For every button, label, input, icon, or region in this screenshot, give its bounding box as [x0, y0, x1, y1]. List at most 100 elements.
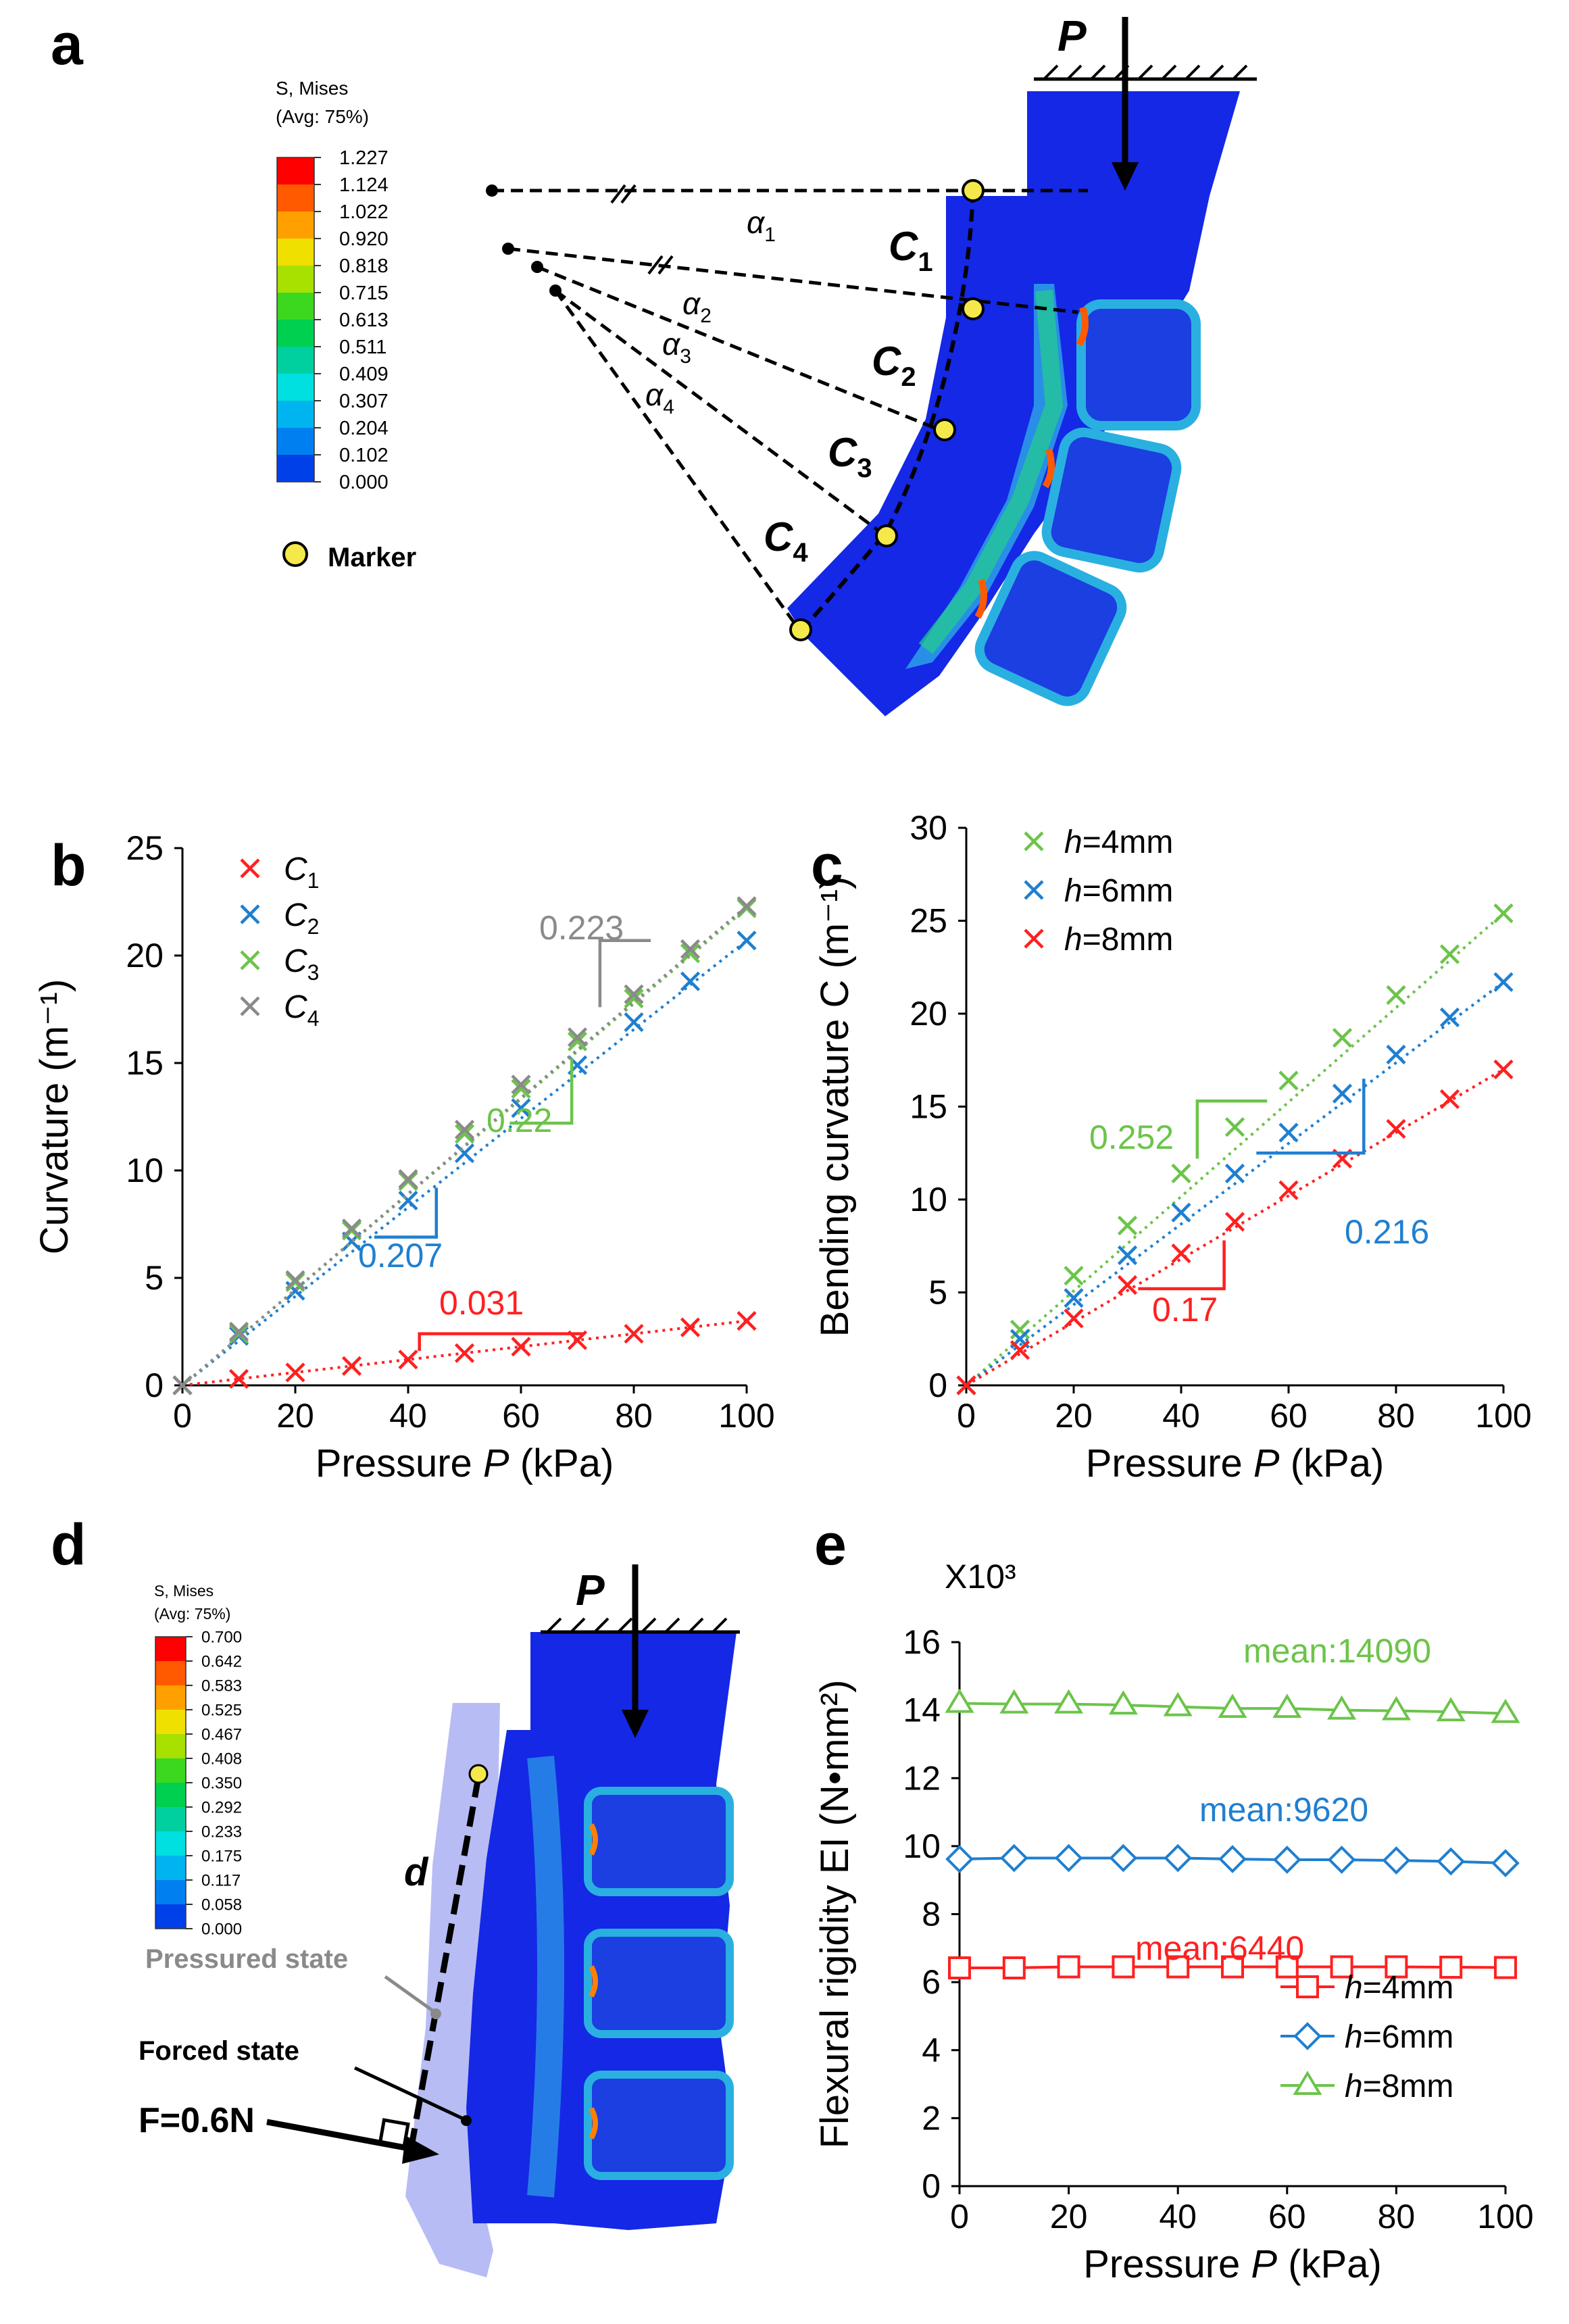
data-point	[1109, 1844, 1138, 1873]
data-point	[680, 1317, 701, 1337]
colorbar-subtitle-d: (Avg: 75%)	[154, 1605, 230, 1623]
data-point	[1221, 1955, 1244, 1979]
legend-marker	[240, 950, 260, 970]
data-point	[398, 1350, 418, 1370]
displacement-line	[409, 1777, 482, 2143]
colorbar-value: 0.000	[339, 472, 389, 493]
y-tick-label: 14	[903, 1691, 941, 1729]
slope-triangle	[1138, 1240, 1226, 1291]
panel-label-c: c	[811, 833, 843, 898]
data-point	[1117, 1215, 1138, 1236]
forced-state-label: Forced state	[139, 2036, 299, 2066]
x-tick-label: 100	[718, 1397, 774, 1435]
stress-peak-3	[974, 578, 987, 619]
data-point	[454, 1143, 475, 1164]
x-tick-label: 40	[389, 1397, 427, 1435]
y-axis-label: Flexural rigidity EI (N•mm²)	[813, 1680, 857, 2149]
data-point	[1164, 1844, 1193, 1873]
slope-triangle	[1195, 1099, 1268, 1159]
x-tick-label: 40	[1159, 2198, 1197, 2235]
data-point	[624, 1324, 644, 1344]
data-point	[1275, 1955, 1299, 1979]
data-point	[454, 1343, 475, 1363]
data-point	[511, 1074, 531, 1095]
data-point	[737, 931, 757, 951]
y-tick-label: 25	[126, 829, 164, 867]
y-tick-label: 20	[126, 937, 164, 974]
data-point	[680, 939, 701, 960]
equal-mark-2	[647, 255, 674, 275]
slope-label: 0.031	[439, 1284, 524, 1322]
data-point	[1117, 1275, 1138, 1295]
colorbar-swatch	[155, 1807, 186, 1831]
load-label-a: P	[1057, 11, 1087, 60]
colorbar-swatch	[277, 293, 314, 320]
x-tick-label: 100	[1477, 2198, 1533, 2235]
colorbar-value: 0.583	[201, 1677, 242, 1695]
data-point	[1117, 1245, 1138, 1266]
data-point	[567, 1027, 588, 1047]
data-point	[999, 1689, 1029, 1714]
legend-label: h=8mm	[1064, 922, 1173, 958]
data-point	[1054, 1689, 1084, 1714]
right-angle-mark	[378, 2118, 410, 2150]
data-point	[1293, 2022, 1322, 2050]
data-point	[511, 1098, 531, 1118]
load-arrow-head-d	[622, 1710, 649, 1738]
x-tick-label: 60	[1270, 1397, 1308, 1435]
panel-e: e 0 20 40 60 80 100 0 2 4 6 8 10 12 14 16 Pressure P (k…	[813, 1512, 1534, 2286]
force-label: F=0.6N	[139, 2101, 255, 2140]
forced-state-dot	[461, 2115, 472, 2126]
slope-triangle	[374, 1187, 438, 1239]
chamber-d-3	[584, 2071, 734, 2180]
data-point	[1330, 1955, 1353, 1979]
colorbar-value: 0.000	[201, 1920, 242, 1938]
x-tick-label: 40	[1162, 1397, 1200, 1435]
y-tick-label: 15	[910, 1088, 947, 1126]
colorbar-swatch	[155, 1734, 186, 1758]
curv-label-3: C3	[828, 430, 872, 483]
data-point	[341, 1218, 362, 1239]
data-point	[511, 1337, 531, 1357]
data-point	[1493, 972, 1514, 992]
stress-peak-d-2	[589, 1965, 598, 1998]
slope-label: 0.17	[1152, 1291, 1218, 1329]
colorbar-value: 0.511	[339, 337, 387, 358]
panel-b: b 0 20 40 60 80 100 0 5 10 15 20 25 Pressure P (kPa)…	[32, 829, 775, 1485]
data-point	[1493, 903, 1514, 924]
colorbar-swatch	[155, 1661, 186, 1685]
legend-marker	[1024, 880, 1044, 900]
colorbar-swatch	[277, 374, 314, 401]
x-tick-label: 20	[1055, 1397, 1093, 1435]
colorbar-swatch	[155, 1637, 186, 1661]
legend-label: C3	[284, 943, 319, 985]
angle-label-2: α2	[682, 286, 712, 327]
y-tick-label: 20	[910, 995, 947, 1033]
data-point	[1064, 1288, 1084, 1308]
slope-triangle	[509, 1058, 574, 1125]
legend-marker	[240, 858, 260, 879]
data-point	[1010, 1319, 1030, 1340]
data-point	[172, 1375, 193, 1395]
data-point	[1332, 1083, 1353, 1104]
pressured-state-dot	[430, 2008, 441, 2019]
slope-label: 0.252	[1089, 1118, 1174, 1156]
colorbar-subtitle-a: (Avg: 75%)	[276, 106, 369, 127]
y-tick-label: 30	[910, 809, 947, 847]
data-point	[945, 1688, 974, 1713]
angle-lines	[492, 189, 1088, 633]
colorbar-swatch	[155, 1831, 186, 1856]
data-point	[1439, 1007, 1460, 1028]
colorbar-swatch	[155, 1685, 186, 1710]
data-point	[1163, 1691, 1193, 1716]
data-point	[1439, 944, 1460, 964]
legend-label: C1	[284, 851, 319, 893]
marker-d	[468, 1764, 489, 1784]
slope-label: 0.22	[487, 1102, 552, 1139]
x-axis-label: Pressure P (kPa)	[1083, 2242, 1382, 2286]
colorbar-title-d: S, Mises	[154, 1582, 214, 1600]
support-hatch-a	[1043, 64, 1248, 80]
slope-label: 0.207	[358, 1237, 443, 1275]
chart-c: 0 20 40 60 80 100 0 5 10 15 20 25 30 Pressure P (kPa)…	[813, 809, 1532, 1485]
data-point	[1108, 1690, 1138, 1715]
